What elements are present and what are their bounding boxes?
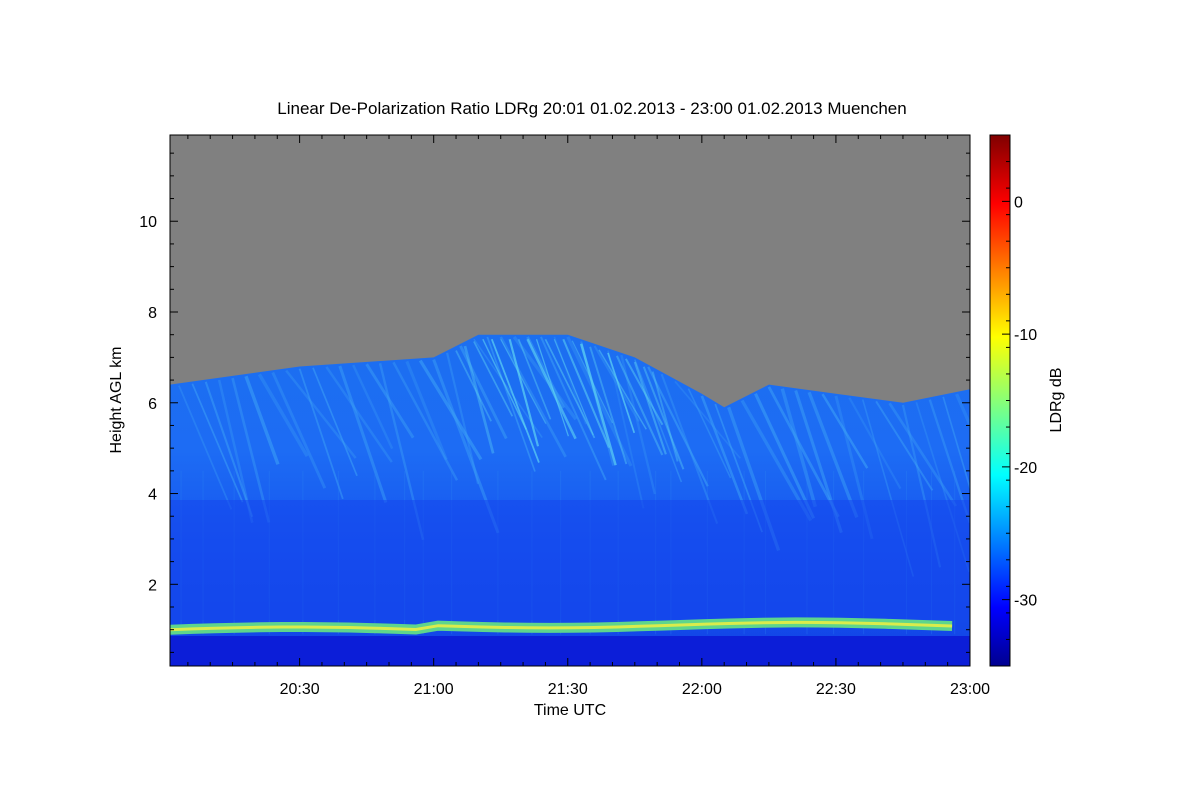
x-tick-label: 22:30	[816, 681, 856, 698]
colorbar-tick-label: 0	[1014, 194, 1023, 211]
fall-streak	[217, 379, 254, 523]
fall-streak	[700, 395, 749, 515]
fall-streak-bright	[615, 355, 664, 456]
fall-streak-bright	[455, 350, 492, 422]
fall-streak	[204, 381, 254, 518]
near-surface-layer	[170, 636, 970, 666]
fall-streak-bright	[562, 338, 610, 449]
fall-streak	[257, 373, 309, 458]
fall-streak	[244, 375, 280, 465]
fall-streak	[325, 366, 393, 463]
x-tick-label: 23:00	[950, 681, 990, 698]
fall-streak-bright	[651, 371, 679, 462]
fall-streak	[392, 361, 459, 481]
fall-streak	[674, 380, 741, 459]
fall-streak	[754, 393, 815, 519]
fall-streak	[540, 336, 607, 481]
fall-streak	[955, 393, 970, 430]
fall-streak	[418, 359, 483, 461]
fall-streak-bright	[535, 339, 569, 437]
fall-streak	[620, 354, 656, 495]
fall-streak	[352, 364, 394, 450]
x-tick-label: 21:30	[548, 681, 588, 698]
x-axis-label: Time UTC	[534, 702, 606, 719]
fall-streak	[365, 363, 415, 439]
x-tick-label: 20:30	[280, 681, 320, 698]
fall-streak-bright	[633, 361, 667, 455]
fall-streak	[553, 336, 587, 425]
fall-streak-bright	[589, 346, 628, 465]
chart-title: Linear De-Polarization Ratio LDRg 20:01 …	[277, 99, 906, 118]
colorbar-tick-label: -20	[1014, 460, 1037, 477]
fall-streak-bright	[553, 338, 594, 436]
y-tick-label: 10	[139, 214, 157, 231]
fall-streak	[888, 402, 957, 507]
fall-streak	[593, 345, 640, 422]
fall-streak-bright	[473, 341, 514, 417]
fall-streak	[607, 350, 645, 509]
y-axis: 2 4 6 8 10	[139, 152, 970, 653]
fall-streak	[191, 383, 244, 503]
fall-streak	[298, 368, 344, 500]
fall-streak	[821, 393, 869, 469]
colorbar-tick-label: -30	[1014, 593, 1037, 610]
fall-streak-bright	[463, 345, 495, 454]
y-axis-label: Height AGL km	[108, 346, 125, 453]
fall-streak-bright	[544, 338, 596, 439]
fall-streak	[807, 391, 859, 518]
fall-streak	[942, 396, 970, 491]
y-tick-label: 8	[148, 305, 157, 322]
fall-streak	[459, 345, 508, 440]
fall-streak	[660, 373, 719, 524]
plot-area	[170, 135, 970, 666]
fall-streak-bright	[517, 338, 552, 420]
fall-streak-bright	[642, 366, 685, 470]
fall-streak	[647, 366, 709, 487]
x-tick-label: 22:00	[682, 681, 722, 698]
fall-streak-bright	[500, 338, 547, 424]
fall-streak	[848, 397, 902, 490]
fall-streak	[634, 359, 683, 483]
fall-streak	[486, 336, 536, 472]
fall-streak-bright	[490, 338, 540, 463]
fall-streak-bright	[607, 352, 636, 434]
fall-streaks-high-ldr	[455, 338, 685, 470]
y-tick-label: 4	[148, 487, 157, 504]
fall-streak-bright	[482, 338, 527, 430]
fall-streak-bright	[625, 358, 664, 426]
fall-streak	[405, 360, 448, 461]
lower-layer	[170, 500, 970, 620]
colorbar-tick-label: -10	[1014, 327, 1037, 344]
fall-streak	[875, 400, 934, 491]
fall-streak	[687, 388, 732, 479]
fall-streak-bright	[598, 349, 647, 430]
colorbar: 0 -10 -20 -30 LDRg dB	[989, 134, 1065, 667]
fall-streak	[780, 388, 817, 508]
aerosol-layer-core	[170, 620, 953, 632]
colorbar-label: LDRg dB	[1048, 368, 1065, 433]
fall-streak	[767, 386, 840, 518]
colorbar-ticks: 0 -10 -20 -30	[1002, 134, 1037, 667]
x-axis: 20:30 21:00 21:30 22:00 22:30 23:00	[187, 135, 990, 698]
fall-streak	[338, 365, 388, 503]
y-tick-label: 2	[148, 577, 157, 594]
fall-streak	[312, 367, 358, 477]
fall-streak	[231, 377, 271, 523]
y-tick-label: 6	[148, 396, 157, 413]
fall-streak	[271, 371, 327, 489]
fall-streak	[446, 352, 480, 485]
fall-streak	[178, 385, 233, 510]
x-tick-label: 21:00	[414, 681, 454, 698]
fall-streak-bright	[579, 343, 617, 466]
fall-streak-bright	[526, 338, 577, 440]
fall-streak	[566, 336, 633, 467]
fall-streak-bright	[508, 338, 540, 447]
fall-streak	[499, 336, 567, 458]
plot-frame	[169, 134, 971, 667]
